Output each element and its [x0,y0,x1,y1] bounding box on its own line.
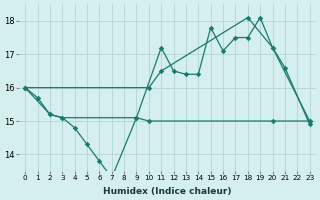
X-axis label: Humidex (Indice chaleur): Humidex (Indice chaleur) [103,187,232,196]
